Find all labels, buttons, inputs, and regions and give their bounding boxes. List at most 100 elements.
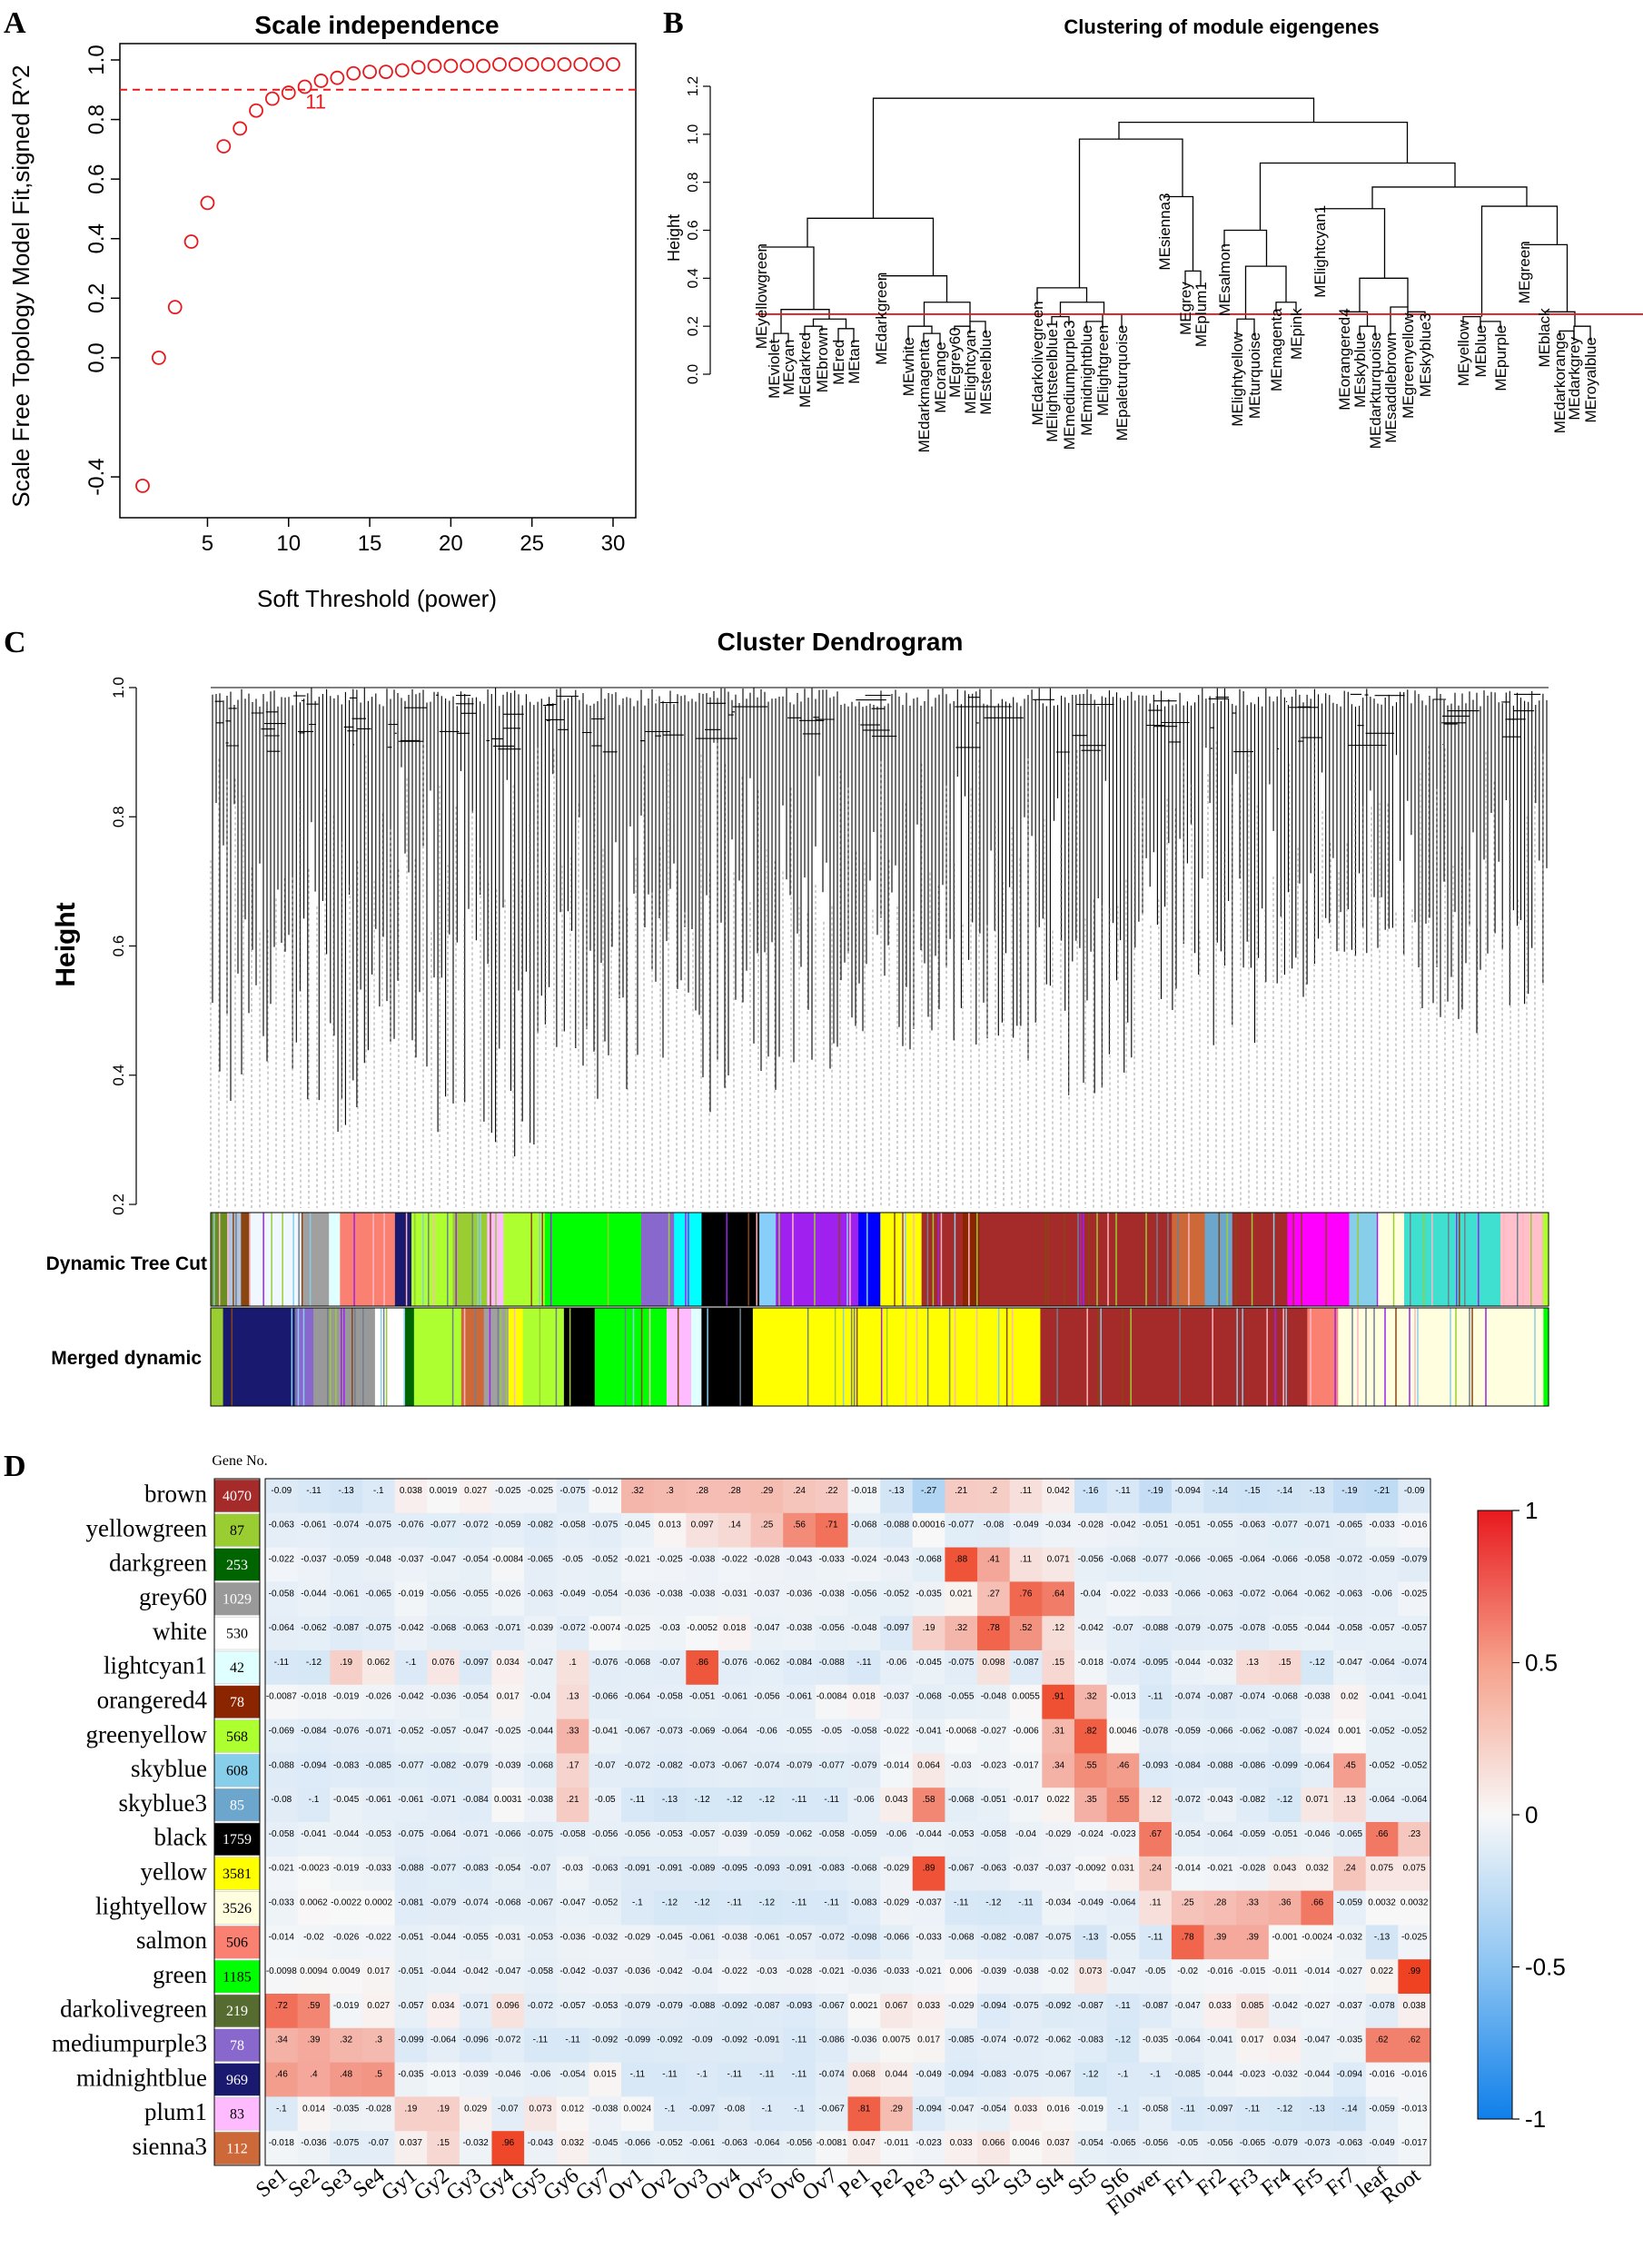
heatmap-cell-value: -0.052 (1401, 1760, 1428, 1770)
heatmap-cell (1236, 1890, 1270, 1926)
heatmap-cell (1236, 2096, 1270, 2132)
heatmap-cell (783, 1616, 817, 1651)
heatmap-cell (524, 1822, 558, 1857)
heatmap-cell (1106, 2131, 1140, 2166)
heatmap-cell-value: .96 (501, 2138, 514, 2148)
dynamic-tree-cut-strip-segment (1500, 1213, 1543, 1306)
dynamic-tree-cut-strip-speck (235, 1213, 237, 1306)
heatmap-cell (1301, 2027, 1334, 2063)
heatmap-cell-value: -.11 (1245, 2104, 1261, 2114)
heatmap-cell-value: 0.067 (885, 2001, 907, 2011)
panel-a-title: Scale independence (254, 11, 499, 39)
heatmap-cell (1268, 1822, 1302, 1857)
dynamic-tree-cut-strip-speck (271, 1213, 272, 1306)
dynamic-tree-cut-strip-speck (1459, 1213, 1460, 1306)
heatmap-cell (750, 1684, 784, 1719)
heatmap-cell-value: .25 (760, 1520, 773, 1530)
heatmap-cell (1042, 1616, 1075, 1651)
heatmap-cell-value: -0.048 (981, 1692, 1007, 1702)
heatmap-cell-value: -0.055 (462, 1589, 489, 1599)
heatmap-cell (880, 2131, 914, 2166)
heatmap-cell-value: -0.017 (1401, 2138, 1428, 2148)
panel-b-leaf-label: MEgrey (1177, 282, 1194, 335)
heatmap-cell-value: -0.037 (884, 1692, 910, 1702)
heatmap-cell (524, 1788, 558, 1823)
heatmap-cell (1203, 1959, 1237, 1995)
heatmap-cell-value: -0.078 (1240, 1623, 1266, 1633)
heatmap-cell-value: -0.032 (1337, 1932, 1363, 1942)
heatmap-cell-value: -0.054 (1175, 1829, 1202, 1839)
heatmap-cell-value: .32 (1084, 1692, 1097, 1702)
heatmap-cell (1365, 1512, 1399, 1548)
heatmap-cell (783, 1925, 817, 1960)
heatmap-cell-value: 0.043 (1273, 1864, 1296, 1874)
heatmap-cell (1106, 1994, 1140, 2029)
heatmap-cell-value: -0.075 (1045, 1932, 1072, 1942)
panel-b-leaf-label: MElightsteelblue1 (1044, 321, 1061, 442)
panel-label-d: D (4, 1450, 26, 1483)
module-gene-count: 608 (226, 1764, 248, 1779)
merged-dynamic-strip-speck (648, 1308, 651, 1406)
panel-b-ytick-label: 0.0 (686, 364, 701, 384)
dynamic-tree-cut-strip-segment (211, 1213, 228, 1306)
heatmap-cell (265, 1925, 299, 1960)
merged-dynamic-strip-speck (302, 1308, 305, 1406)
dynamic-tree-cut-strip-speck (405, 1213, 408, 1306)
merged-dynamic-strip-segment (1040, 1308, 1308, 1406)
heatmap-cell-value: -0.074 (1401, 1658, 1428, 1668)
heatmap-cell (1236, 1753, 1270, 1788)
heatmap-cell (1268, 1684, 1302, 1719)
module-label-midnightblue: midnightblue (76, 2064, 207, 2091)
heatmap-cell (750, 1581, 784, 1617)
heatmap-cell-value: -0.032 (462, 2138, 489, 2148)
heatmap-cell-value: -0.037 (592, 1966, 619, 1976)
heatmap-cell (1074, 1822, 1108, 1857)
heatmap-cell-value: -.12 (727, 1795, 743, 1805)
merged-dynamic-strip-segment (413, 1308, 462, 1406)
heatmap-cell (1139, 1959, 1173, 1995)
heatmap-cell-value: .23 (1408, 1829, 1420, 1839)
heatmap-cell-value: -0.051 (1175, 1520, 1202, 1530)
panel-a-xlabel: Soft Threshold (power) (257, 585, 497, 612)
panel-b-dendro-link (761, 246, 815, 310)
heatmap-cell-value: -0.076 (333, 1726, 360, 1736)
panel-b-dendro-link (804, 325, 823, 336)
heatmap-cell (1139, 1994, 1173, 2029)
dynamic-tree-cut-strip-speck (905, 1213, 906, 1306)
heatmap-cell-value: -.11 (565, 2035, 580, 2045)
heatmap-cell (750, 2062, 784, 2097)
heatmap-cell-value: 0.0046 (1012, 2138, 1040, 2148)
heatmap-cell (750, 2027, 784, 2063)
heatmap-cell-value: .1 (569, 1658, 577, 1668)
heatmap-cell-value: .76 (1020, 1589, 1033, 1599)
merged-dynamic-strip-speck (954, 1308, 956, 1406)
panel-a-point (443, 58, 459, 74)
heatmap-cell-value: -0.035 (1337, 2035, 1363, 2045)
panel-b-leaf-label: MEdarkolivegreen (1029, 301, 1046, 425)
dynamic-tree-cut-strip-segment (1541, 1213, 1549, 1306)
heatmap-cell-value: -0.079 (1401, 1554, 1428, 1564)
heatmap-cell (297, 2131, 331, 2166)
dynamic-tree-cut-strip-block (340, 1213, 396, 1306)
heatmap-cell (556, 1547, 589, 1582)
dynamic-tree-cut-strip-speck (1177, 1213, 1179, 1306)
heatmap-cell-value: -.12 (1277, 1795, 1293, 1805)
panel-a-point (297, 79, 312, 94)
heatmap-cell (1009, 2027, 1043, 2063)
heatmap-cell-value: -0.063 (722, 2138, 748, 2148)
heatmap-cell (1171, 1890, 1204, 1926)
heatmap-cell (556, 2062, 589, 2097)
heatmap-cell-value: -.13 (888, 1486, 905, 1496)
panel-b-leaf-label: MEdarkred (797, 332, 814, 408)
heatmap-cell-value: -0.041 (916, 1726, 942, 1736)
heatmap-cell (912, 1718, 945, 1754)
heatmap-cell-value: -0.0023 (298, 1864, 329, 1874)
heatmap-cell (686, 1925, 719, 1960)
heatmap-cell-value: -0.061 (689, 2138, 716, 2148)
dynamic-tree-cut-strip-speck (1478, 1213, 1480, 1306)
heatmap-cell-value: 0.016 (1047, 2104, 1070, 2114)
heatmap-cell-value: -0.014 (884, 1760, 910, 1770)
heatmap-cell (297, 2027, 331, 2063)
heatmap-cell-value: -0.053 (657, 1829, 683, 1839)
dynamic-tree-cut-strip-speck (607, 1213, 609, 1306)
